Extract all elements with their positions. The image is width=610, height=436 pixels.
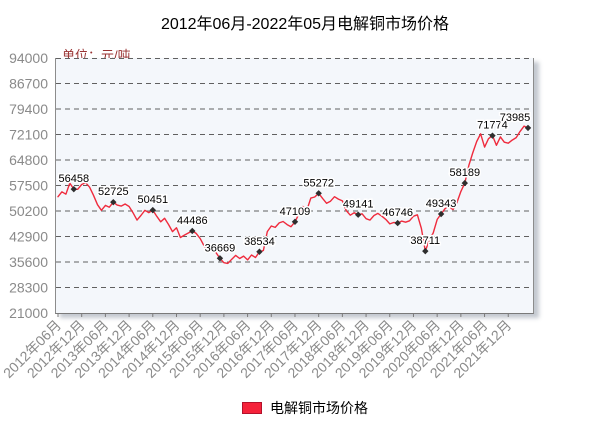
data-point-marker-icon xyxy=(461,179,469,187)
data-point-label: 46746 xyxy=(382,207,413,219)
data-point-marker-icon xyxy=(422,247,429,255)
data-point-label: 44486 xyxy=(177,215,208,227)
y-axis-label: 21000 xyxy=(9,305,48,321)
data-point-label: 73985 xyxy=(500,112,531,124)
y-axis-label: 50200 xyxy=(9,203,48,219)
data-point-label: 52725 xyxy=(98,186,129,198)
plot-svg: 94000 86700 79400 72100 64800 57500 50200 42900… xyxy=(0,50,533,381)
y-axis-label: 72100 xyxy=(9,127,48,143)
y-axis-label: 42900 xyxy=(9,229,48,245)
y-axis-label: 28300 xyxy=(9,280,48,296)
data-point-marker-icon xyxy=(524,124,532,132)
legend: 电解铜市场价格 xyxy=(0,398,610,418)
data-point-marker-icon xyxy=(256,248,263,255)
plot-area: 94000 86700 79400 72100 64800 57500 50200 42900… xyxy=(0,50,534,381)
data-point-marker-icon xyxy=(489,132,496,139)
data-point-marker-icon xyxy=(189,227,196,235)
data-point-label: 47109 xyxy=(280,206,311,218)
data-point-label: 36669 xyxy=(205,242,236,254)
data-point-marker-icon xyxy=(437,210,445,218)
data-point-label: 49343 xyxy=(426,198,457,210)
y-axis-label: 57500 xyxy=(9,178,48,194)
legend-swatch-icon xyxy=(242,402,262,414)
y-axis-label: 79400 xyxy=(9,101,48,117)
y-axis-label: 64800 xyxy=(9,152,48,168)
chart-title: 2012年06月-2022年05月电解铜市场价格 xyxy=(160,16,450,33)
data-point-marker-icon xyxy=(354,211,362,218)
y-axis-label: 35600 xyxy=(9,254,48,270)
price-line xyxy=(57,125,529,265)
data-point-marker-icon xyxy=(291,218,299,225)
y-axis-label: 94000 xyxy=(9,50,48,66)
data-point-marker-icon xyxy=(149,206,156,214)
data-point-marker-icon xyxy=(70,185,77,193)
data-point-marker-icon xyxy=(394,219,401,227)
data-point-marker-icon xyxy=(216,255,224,262)
data-point-label: 71774 xyxy=(477,120,508,132)
data-point-marker-icon xyxy=(110,198,117,206)
data-point-label: 49141 xyxy=(343,199,374,211)
legend-label: 电解铜市场价格 xyxy=(270,400,368,416)
data-point-label: 56458 xyxy=(59,173,90,185)
data-point-marker-icon xyxy=(315,190,322,197)
data-point-label: 38711 xyxy=(410,235,440,247)
data-point-label: 38534 xyxy=(244,236,275,248)
data-point-label: 58189 xyxy=(450,167,481,179)
data-point-label: 50451 xyxy=(137,194,168,206)
data-point-label: 55272 xyxy=(303,177,334,189)
y-axis-label: 86700 xyxy=(9,76,48,92)
